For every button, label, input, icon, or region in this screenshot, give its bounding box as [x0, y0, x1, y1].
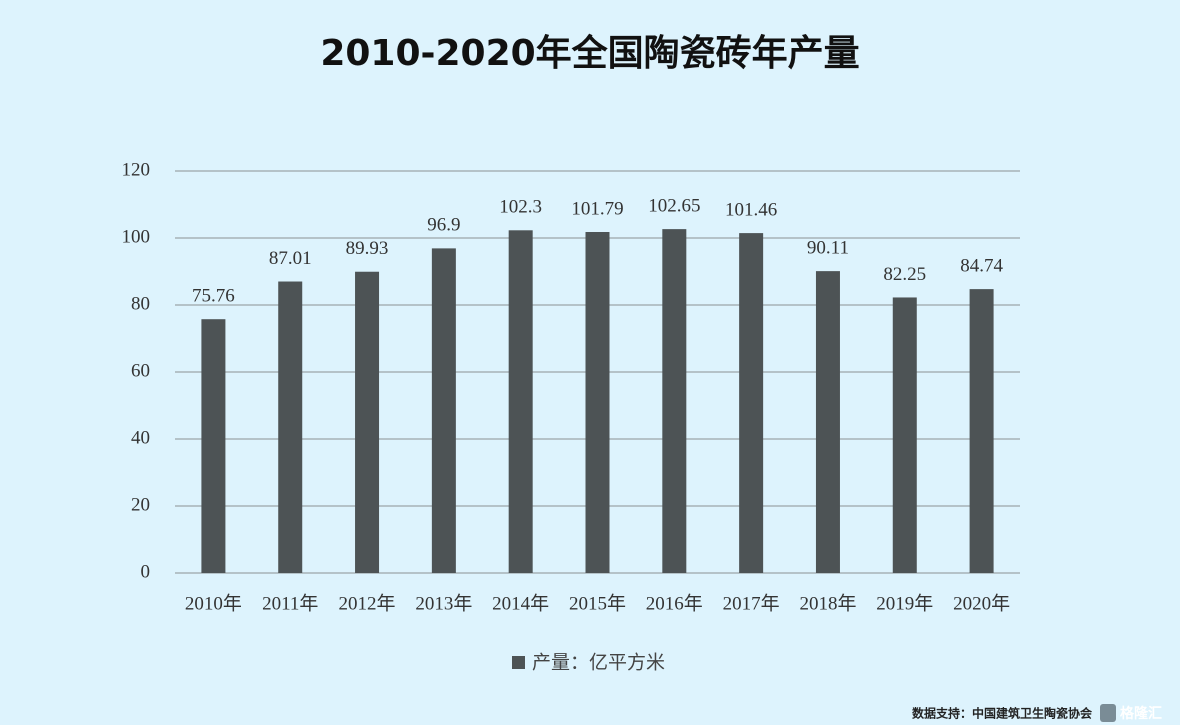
y-tick-label: 0	[141, 561, 151, 582]
bar	[892, 297, 917, 573]
bar	[431, 248, 456, 573]
x-tick-label: 2011年	[262, 592, 318, 614]
x-tick-label: 2010年	[185, 592, 242, 614]
bar	[815, 271, 840, 573]
legend-swatch	[512, 656, 525, 669]
data-label: 87.01	[269, 248, 312, 269]
data-label: 75.76	[192, 286, 235, 307]
data-label: 89.93	[346, 238, 389, 259]
data-label: 102.3	[499, 197, 542, 218]
x-tick-label: 2020年	[953, 592, 1010, 614]
x-tick-label: 2016年	[646, 592, 703, 614]
data-label: 82.25	[883, 264, 926, 285]
logo-icon	[1100, 704, 1116, 722]
source: 数据支持：中国建筑卫生陶瓷协会	[912, 706, 1093, 721]
y-tick-label: 40	[131, 427, 150, 448]
x-tick-label: 2013年	[415, 592, 472, 614]
data-label: 102.65	[648, 195, 700, 216]
data-label: 101.79	[571, 198, 623, 219]
x-tick-label: 2014年	[492, 592, 549, 614]
x-tick-label: 2019年	[876, 592, 933, 614]
data-label: 90.11	[807, 237, 849, 258]
bar	[969, 289, 994, 573]
legend-label: 产量：亿平方米	[532, 652, 665, 674]
y-tick-label: 120	[122, 159, 151, 180]
y-tick-label: 60	[131, 360, 150, 381]
x-tick-label: 2018年	[799, 592, 856, 614]
bar	[508, 230, 533, 574]
data-label: 96.9	[427, 215, 460, 236]
logo: 格隆汇	[1120, 705, 1162, 722]
y-tick-label: 20	[131, 494, 150, 515]
bar	[662, 229, 687, 573]
bar	[355, 271, 380, 573]
bar	[739, 233, 764, 573]
y-tick-label: 100	[122, 226, 151, 247]
data-label: 84.74	[960, 255, 1003, 276]
y-tick-label: 80	[131, 293, 150, 314]
bar	[201, 319, 226, 573]
bar	[585, 232, 610, 574]
bar	[278, 281, 303, 573]
chart-title: 2010-2020年全国陶瓷砖年产量	[320, 32, 859, 74]
x-tick-label: 2015年	[569, 592, 626, 614]
data-label: 101.46	[725, 199, 777, 220]
x-tick-label: 2017年	[723, 592, 780, 614]
x-tick-label: 2012年	[339, 592, 396, 614]
